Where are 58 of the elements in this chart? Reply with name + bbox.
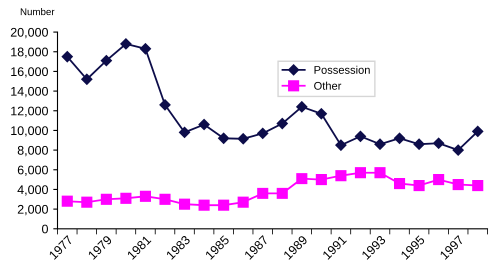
point	[296, 101, 308, 112]
point	[140, 43, 152, 54]
y-tick-label: 18,000	[11, 48, 48, 58]
y-tick-label: 0	[42, 224, 48, 234]
point	[374, 167, 386, 178]
point	[198, 200, 210, 211]
point	[178, 198, 190, 210]
y-axis-title: Number	[20, 8, 54, 16]
point	[452, 144, 464, 156]
point	[120, 192, 132, 204]
point	[198, 118, 210, 130]
point	[218, 132, 230, 144]
y-tick-label: 6,000	[18, 166, 48, 176]
y-tick-label: 4,000	[17, 185, 48, 196]
point	[100, 194, 112, 205]
point	[62, 196, 73, 207]
point	[120, 38, 132, 50]
point	[218, 200, 230, 211]
legend-label: Possession	[314, 66, 370, 74]
point	[316, 108, 327, 120]
y-tick-label: 20,000	[10, 28, 48, 38]
point	[296, 173, 308, 184]
point	[159, 194, 171, 205]
point	[140, 190, 152, 202]
point	[433, 138, 444, 149]
y-tick-label: 12,000	[11, 106, 48, 117]
point	[62, 51, 73, 62]
point	[257, 188, 268, 199]
point	[354, 167, 366, 178]
point	[238, 196, 249, 208]
point	[238, 133, 249, 144]
point	[257, 128, 268, 139]
y-tick-label: 8,000	[18, 146, 48, 156]
legend-label: Other	[314, 82, 342, 90]
y-tick-label: 2,000	[18, 204, 48, 216]
point	[354, 130, 366, 142]
point	[100, 55, 112, 66]
point	[159, 99, 171, 110]
y-tick-label: 10,000	[11, 126, 48, 137]
point	[452, 178, 464, 190]
point	[472, 180, 484, 192]
point	[374, 138, 386, 150]
point	[394, 178, 406, 190]
point	[335, 170, 346, 182]
point	[472, 126, 484, 138]
point	[414, 180, 425, 192]
point	[316, 174, 327, 186]
point	[178, 126, 190, 138]
point	[81, 196, 92, 208]
y-tick-label: 16,000	[11, 67, 48, 78]
y-tick-label: 14,000	[11, 86, 48, 98]
point	[335, 140, 347, 151]
point	[276, 188, 288, 199]
point	[81, 74, 92, 85]
point	[433, 174, 444, 186]
point	[394, 132, 406, 144]
point	[413, 138, 425, 150]
point	[276, 118, 288, 130]
